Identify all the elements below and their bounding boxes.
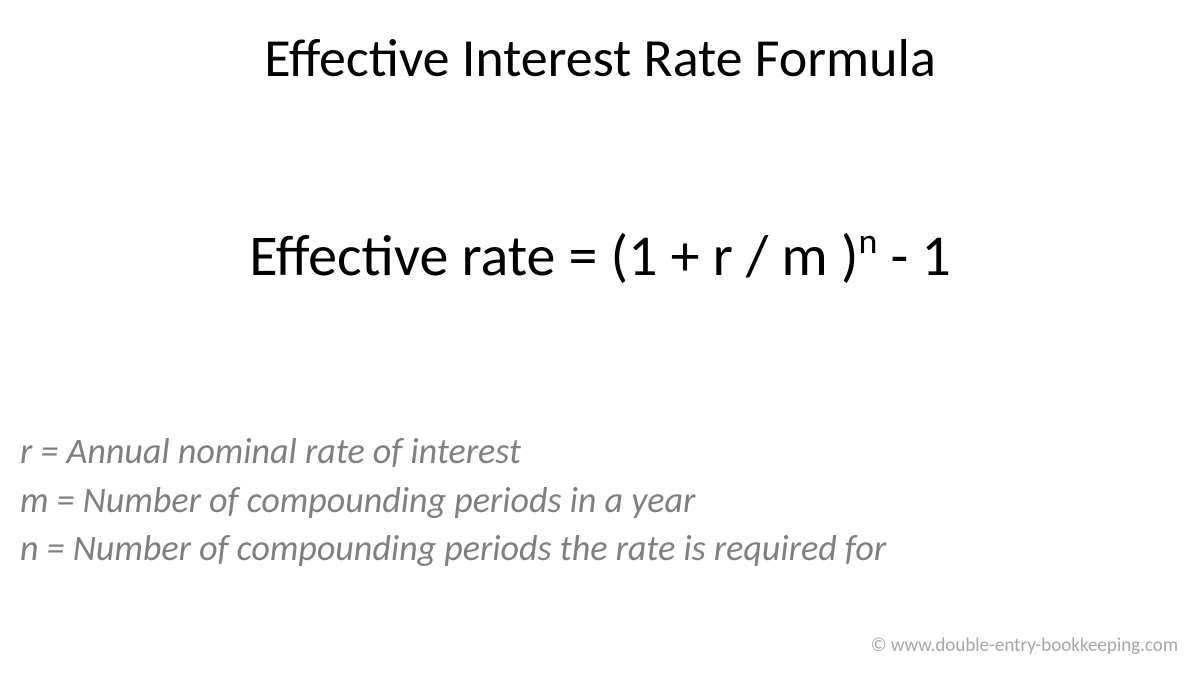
definition-m: m = Number of compounding periods in a y… <box>20 476 1180 525</box>
formula-lhs: Effective rate = (1 + r / m ) <box>249 220 858 291</box>
definition-r: r = Annual nominal rate of interest <box>20 427 1180 476</box>
page-title: Effective Interest Rate Formula <box>0 25 1200 91</box>
definitions-block: r = Annual nominal rate of interest m = … <box>20 427 1180 573</box>
formula-exponent: n <box>858 219 877 263</box>
formula-display: Effective rate = (1 + r / m )n - 1 <box>0 220 1200 291</box>
formula-rhs: - 1 <box>877 220 950 291</box>
definition-n: n = Number of compounding periods the ra… <box>20 524 1180 573</box>
copyright-text: © www.double-entry-bookkeeping.com <box>871 634 1178 657</box>
